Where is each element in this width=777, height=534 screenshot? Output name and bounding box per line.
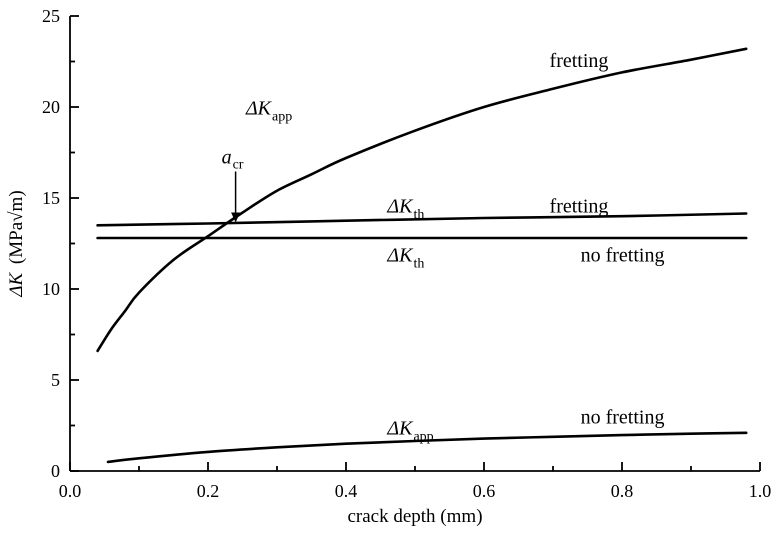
- acr-arrow-head: [231, 212, 241, 223]
- x-tick-label: 0.0: [59, 481, 82, 501]
- annotation-lbl-no-fretting-mid: no fretting: [581, 245, 665, 267]
- x-tick-label: 1.0: [749, 481, 772, 501]
- y-tick-label: 20: [42, 97, 60, 117]
- annotation-lbl-kth-no-fretting: ΔKth: [386, 245, 424, 272]
- y-tick-label: 0: [51, 461, 60, 481]
- acr-marker: acr: [222, 146, 244, 223]
- y-axis-label: ΔK (MPa√m): [6, 190, 27, 297]
- curve-annotations: ΔKapp fretting ΔKth fretting ΔKth no fretting…: [245, 50, 665, 445]
- annotation-lbl-kth-fretting: ΔKth: [386, 196, 424, 223]
- x-tick-label: 0.4: [335, 481, 358, 501]
- acr-label: acr: [222, 146, 244, 172]
- y-tick-label: 5: [51, 370, 60, 390]
- annotation-lbl-kapp-fretting: ΔKapp: [245, 97, 292, 124]
- x-tick-label: 0.2: [197, 481, 220, 501]
- y-tick-label: 15: [42, 188, 60, 208]
- annotation-lbl-fretting-top: fretting: [550, 50, 609, 72]
- y-tick-label: 10: [42, 279, 60, 299]
- series-line-kth-fretting: [96, 212, 748, 227]
- x-axis-label: crack depth (mm): [347, 506, 482, 527]
- series-line-kapp-fretting: [96, 47, 748, 353]
- x-tick-label: 0.6: [473, 481, 496, 501]
- x-ticks: 0.0 0.2 0.4 0.6 0.8 1.0: [59, 462, 772, 501]
- series-line-kapp-no-fretting: [106, 431, 748, 464]
- axes: 0.0 0.2 0.4 0.6 0.8 1.0 0 5 10 15 20 25: [42, 6, 771, 501]
- y-tick-label: 25: [42, 6, 60, 26]
- y-axis-label-units: (MPa√m): [6, 190, 27, 264]
- y-ticks: 0 5 10 15 20 25: [42, 6, 79, 481]
- x-tick-label: 0.8: [611, 481, 634, 501]
- annotation-lbl-no-fretting-bottom: no fretting: [581, 407, 665, 429]
- y-axis-label-symbol: ΔK: [6, 272, 27, 298]
- annotation-lbl-fretting-mid: fretting: [550, 196, 609, 218]
- annotation-lbl-kapp-no-fretting: ΔKapp: [386, 418, 433, 445]
- series-lines: [96, 47, 748, 464]
